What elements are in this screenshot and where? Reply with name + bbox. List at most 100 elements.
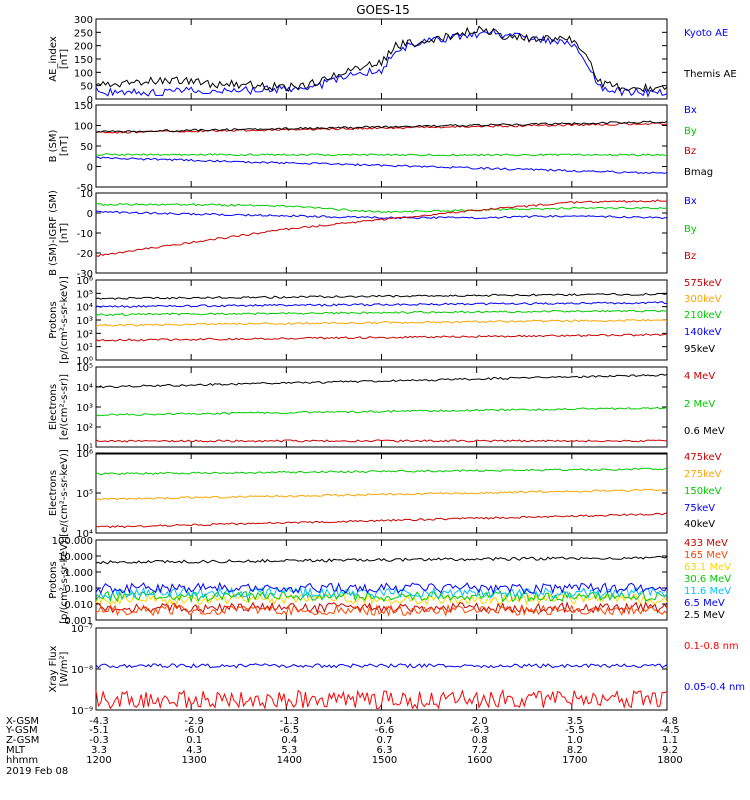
y-tick-label: 10⁶ — [76, 276, 93, 287]
legend-label: 40keV — [684, 519, 715, 530]
y-tick-label: -20 — [77, 249, 93, 260]
x-axis-value: 1.0 — [567, 735, 583, 746]
series-line-bx — [95, 210, 668, 220]
series-line-4-mev — [95, 439, 668, 443]
series-line-95kev — [95, 292, 668, 300]
y-tick-label: -50 — [77, 183, 93, 194]
x-axis-row-label: hhmm — [6, 755, 38, 766]
y-tick-label: 50 — [80, 82, 93, 93]
series-line-themis-ae — [95, 25, 668, 93]
panel-1: 300 250 200 150 100 50 0 AE_index [nT] Kyoto AE Th… — [48, 15, 737, 106]
x-axis-value: 4.3 — [186, 745, 202, 756]
plot-title: GOES-15 — [356, 3, 410, 17]
panel-frame — [95, 539, 668, 621]
legend-label: 11.6 MeV — [684, 586, 731, 597]
series-line-150kev — [95, 467, 668, 476]
panel-frame — [95, 627, 668, 711]
legend-label: 63.1 MeV — [684, 562, 731, 573]
y-tick-label: 10.000 — [58, 552, 93, 563]
legend-label: 575keV — [684, 278, 722, 289]
x-axis-value: -5.5 — [565, 725, 585, 736]
panel-frame — [95, 104, 668, 188]
y-tick-label: 0 — [87, 163, 93, 174]
y-axis-label: Protons — [48, 561, 59, 598]
y-tick-label: 150 — [74, 101, 93, 112]
y-tick-label: 150 — [74, 55, 93, 66]
series-line-300kev — [95, 318, 668, 327]
x-axis-value: 0.4 — [377, 716, 393, 727]
y-tick-label: 100 — [74, 122, 93, 133]
x-axis-value: 0.7 — [377, 735, 393, 746]
legend-label: 4 MeV — [684, 371, 715, 382]
legend-label: Bx — [684, 196, 697, 207]
y-tick-label: 10⁴ — [76, 529, 93, 540]
y-tick-label: 10⁵ — [76, 489, 93, 500]
series-line-63-1-mev — [95, 592, 668, 606]
x-axis-value: 3.3 — [91, 745, 107, 756]
x-axis-value: 0.8 — [472, 735, 488, 746]
x-axis-value: 3.5 — [567, 716, 583, 727]
y-axis-label: Xray Flux — [48, 645, 59, 692]
series-line-575kev — [95, 333, 668, 342]
x-axis-value: 1.1 — [662, 735, 678, 746]
series-line-bmag — [95, 120, 668, 134]
y-tick-label: 0.010 — [64, 600, 93, 611]
y-axis-label: Electrons — [48, 384, 59, 430]
x-axis-value: 2.0 — [472, 716, 488, 727]
x-axis-value: 7.2 — [472, 745, 488, 756]
y-tick-label: 1.000 — [64, 568, 93, 579]
legend-label: 150keV — [684, 486, 722, 497]
series-line-by — [95, 153, 668, 157]
panel-frame — [95, 18, 668, 100]
y-tick-label: 10¹ — [76, 443, 93, 454]
y-axis-label: [e/(cm²-s-sr)] — [59, 374, 70, 440]
y-tick-label: 10¹ — [76, 343, 93, 354]
series-line-165-mev — [95, 603, 668, 618]
legend-label: 140keV — [684, 327, 722, 338]
legend-label: 95keV — [684, 344, 715, 355]
panel-frame — [95, 452, 668, 534]
legend-label: 275keV — [684, 469, 722, 480]
x-axis-value: -6.5 — [280, 725, 300, 736]
legend-label: 75keV — [684, 503, 715, 514]
x-axis-value: 4.8 — [662, 716, 678, 727]
panel-3: 10 0 -10 -20 -30 B (SM)-IGRF (SM) [nT] Bx By Bz — [48, 189, 697, 280]
x-axis-value: 1600 — [467, 755, 492, 766]
legend-label: 6.5 MeV — [684, 598, 725, 609]
y-axis-label: B (SM) — [48, 129, 59, 162]
legend-label: By — [684, 224, 697, 235]
series-line-11-6-mev — [95, 586, 668, 600]
x-axis-value: 5.3 — [281, 745, 297, 756]
y-tick-label: 10⁻⁸ — [71, 665, 93, 676]
x-axis-value: -6.3 — [470, 725, 490, 736]
panel-2: 150 100 50 0 -50 B (SM) [nT] Bx By Bz Bmag — [48, 101, 713, 194]
y-tick-label: 10³ — [76, 316, 93, 327]
series-line-by — [95, 202, 668, 214]
series-line-bx — [95, 156, 668, 174]
y-axis-label: B (SM)-IGRF (SM) — [48, 190, 59, 276]
x-axis-value: 0.1 — [186, 735, 202, 746]
y-tick-label: 50 — [80, 142, 93, 153]
series-line-140kev — [96, 301, 668, 308]
panel-8: 10⁻⁷ 10⁻⁸ 10⁻⁹ Xray Flux [W/m²] 0.1-0.8 nm 0.0… — [48, 624, 745, 717]
series-line-kyoto-ae — [95, 28, 668, 98]
y-axis-label: [nT] — [59, 136, 70, 156]
y-tick-label: 10 — [80, 189, 93, 200]
y-tick-label: 10³ — [76, 403, 93, 414]
y-tick-label: 0 — [87, 95, 93, 106]
panel-6: 10⁶ 10⁵ 10⁴ Electrons [e/(cm²-s-sr-keV)] 475k… — [48, 449, 722, 540]
y-tick-label: 200 — [74, 42, 93, 53]
x-axis-value: 1400 — [277, 755, 302, 766]
x-axis-value: 0.4 — [281, 735, 297, 746]
x-axis-value: -0.3 — [89, 735, 109, 746]
x-axis-value: 1700 — [562, 755, 587, 766]
series-line-275kev — [95, 488, 668, 501]
legend-label: By — [684, 126, 697, 137]
y-tick-label: -30 — [77, 269, 93, 280]
y-tick-label: 300 — [74, 15, 93, 26]
x-axis-value: -1.3 — [280, 716, 300, 727]
y-tick-label: 10⁻⁷ — [71, 624, 93, 635]
y-axis-label: [nT] — [59, 223, 70, 243]
x-axis-row-label: X-GSM — [6, 716, 39, 727]
series-line-0-05-0-4-nm — [95, 663, 668, 669]
